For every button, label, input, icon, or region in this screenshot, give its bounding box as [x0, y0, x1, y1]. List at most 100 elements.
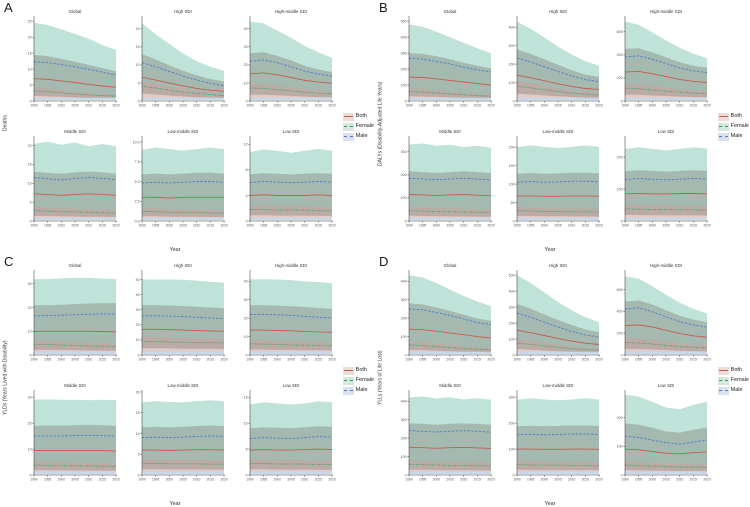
ci-ribbon-lower	[250, 471, 332, 475]
y-tick-label: 100	[509, 81, 515, 85]
mini-chart-high-sdi: High SDI 0 100 200 300 400 1990 1995 2000 2005 201…	[509, 9, 603, 108]
panel-d-legend: Both Female Male	[717, 365, 749, 397]
y-tick-label: 200	[617, 331, 623, 335]
x-tick-label: 2010	[460, 478, 468, 482]
male-line	[33, 313, 116, 317]
ci-ribbon-male	[250, 305, 332, 351]
ci-ribbon-both	[250, 205, 332, 220]
legend-line-female-icon	[343, 125, 353, 127]
y-tick-label: 200	[617, 155, 623, 159]
legend-line-male-icon	[718, 135, 728, 137]
ci-ribbon-lower	[625, 217, 707, 221]
x-tick-label: 1995	[260, 478, 268, 482]
mini-chart-title: Middle SDI	[439, 383, 460, 388]
y-tick-label: 0	[405, 353, 407, 357]
y-tick-label: 10	[28, 67, 32, 71]
ci-ribbon-upper	[409, 143, 491, 219]
x-tick-label: 2015	[582, 478, 590, 482]
x-tick-label: 1990	[513, 104, 521, 108]
ci-ribbon-both	[142, 81, 224, 100]
x-tick-label: 2015	[474, 478, 482, 482]
x-tick-label: 2005	[179, 358, 187, 362]
mini-chart-title: High SDI	[174, 9, 192, 14]
mini-chart-middle-sdi: Middle SDI 0 10 20 30 1990 1995 2000 2005 2010 201…	[28, 383, 120, 482]
x-tick-label: 2005	[662, 358, 670, 362]
male-line	[516, 433, 600, 436]
legend-swatch-both-icon	[717, 366, 729, 375]
x-tick-label: 2020	[595, 104, 603, 108]
ci-ribbon-upper	[250, 279, 332, 353]
ci-ribbon-lower	[517, 471, 599, 475]
y-tick-label: 40	[136, 293, 140, 297]
y-tick-label: 0	[30, 219, 32, 223]
y-tick-label: 300	[401, 298, 407, 302]
y-tick-label: 10	[244, 335, 248, 339]
mini-chart-low-middle-sdi: Low-middle SDI 0 100 200 300 1990 1995 2000 2005…	[509, 383, 603, 482]
x-tick-label: 2010	[676, 358, 684, 362]
panel-c-xlabel: Year	[169, 501, 181, 507]
y-tick-label: 10	[28, 330, 32, 334]
legend-swatch-both-icon	[717, 112, 729, 121]
legend-item-male: Male	[717, 132, 749, 141]
legend-line-female-icon	[343, 379, 353, 381]
legend-item-both: Both	[342, 366, 374, 375]
y-tick-label: 30	[28, 282, 32, 286]
y-tick-label: 20	[28, 144, 32, 148]
ci-ribbon-both	[625, 338, 707, 354]
x-tick-label: 2010	[85, 478, 93, 482]
y-tick-label: 25	[28, 19, 32, 23]
y-tick-label: 15	[136, 45, 140, 49]
y-tick-label: 0	[405, 219, 407, 223]
y-tick-label: 20	[28, 35, 32, 39]
y-tick-label: 30	[244, 298, 248, 302]
both-line	[250, 329, 333, 333]
ci-ribbon-both	[409, 207, 491, 220]
x-tick-label: 2015	[315, 358, 323, 362]
y-tick-label: 20	[136, 390, 140, 394]
y-tick-label: 400	[509, 26, 515, 30]
legend-line-male-icon	[343, 135, 353, 137]
y-tick-label: 200	[617, 76, 623, 80]
x-tick-label: 2010	[193, 358, 201, 362]
x-tick-label: 2020	[487, 358, 495, 362]
x-tick-label: 1990	[621, 104, 629, 108]
y-tick-label: 0	[138, 353, 140, 357]
x-tick-label: 2015	[99, 104, 107, 108]
y-tick-label: 15	[136, 411, 140, 415]
mini-chart-middle-sdi: Middle SDI 0 100 200 300 400 1990 1995 2000 2005 2…	[401, 383, 495, 482]
ci-ribbon-male	[34, 424, 116, 471]
x-tick-label: 2015	[474, 104, 482, 108]
x-tick-label: 1995	[152, 358, 160, 362]
x-tick-label: 1990	[138, 478, 146, 482]
x-tick-label: 2010	[568, 224, 576, 228]
x-tick-label: 2005	[71, 104, 79, 108]
y-tick-label: 5.0	[135, 180, 140, 184]
panel-a-letter: A	[4, 0, 13, 15]
ci-ribbon-male	[625, 300, 707, 352]
ci-ribbon-both	[34, 461, 116, 474]
x-tick-label: 1990	[513, 358, 521, 362]
y-tick-label: 30	[244, 45, 248, 49]
mini-chart-low-middle-sdi: Low-middle SDI 0.0 2.5 5.0 7.5 10.0 1990 1995 20…	[133, 129, 228, 228]
both-line	[142, 449, 225, 451]
ci-ribbon-male	[409, 53, 491, 99]
ci-ribbon-upper	[517, 398, 599, 473]
y-tick-label: 0	[513, 219, 515, 223]
x-tick-label: 1990	[405, 224, 413, 228]
mini-chart-title: Global	[444, 9, 457, 14]
male-line	[33, 61, 117, 76]
male-line	[408, 57, 492, 73]
x-tick-label: 2010	[301, 478, 309, 482]
x-tick-label: 2010	[85, 224, 93, 228]
x-tick-label: 2010	[676, 478, 684, 482]
mini-chart-low-middle-sdi: Low-middle SDI 0 50 100 150 200 1990 1995 2000 20…	[509, 129, 603, 228]
both-line	[249, 72, 333, 84]
ci-ribbon-lower	[34, 471, 116, 475]
x-tick-label: 2015	[474, 358, 482, 362]
mini-chart-low-middle-sdi: Low-middle SDI 0 5 10 15 20 1990 1995 2000 2005 20…	[136, 383, 228, 482]
x-tick-label: 1995	[152, 224, 160, 228]
ci-ribbon-both	[142, 459, 224, 474]
y-tick-label: 200	[401, 67, 407, 71]
ci-ribbon-male	[625, 423, 707, 472]
legend-item-male: Male	[342, 132, 374, 141]
